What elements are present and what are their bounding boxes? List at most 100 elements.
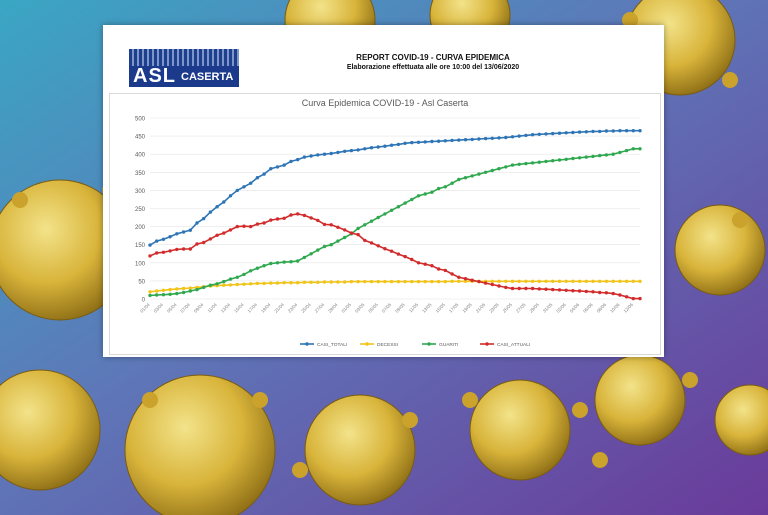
- data-point: [275, 281, 280, 285]
- data-point: [577, 156, 582, 160]
- data-point: [410, 197, 414, 202]
- data-point: [510, 135, 515, 139]
- data-point: [450, 272, 454, 276]
- data-point: [309, 154, 313, 158]
- data-point: [537, 279, 541, 283]
- y-axis: 0 50 100 150 200 250 300 350 400 450 500: [135, 117, 146, 304]
- report-subtitle: Elaborazione effettuata alle ore 10:00 d…: [346, 64, 520, 71]
- data-point: [403, 201, 407, 205]
- data-point: [611, 279, 615, 283]
- data-point: [544, 279, 548, 283]
- data-point: [483, 281, 488, 285]
- data-point: [188, 289, 192, 293]
- data-point: [396, 142, 401, 147]
- x-tick-label: 07/05: [381, 302, 393, 314]
- data-point: [228, 277, 233, 281]
- data-point: [242, 185, 246, 189]
- data-point: [457, 279, 461, 283]
- data-point: [524, 133, 528, 138]
- data-point: [383, 279, 387, 284]
- data-point: [483, 170, 488, 174]
- data-point: [316, 248, 320, 252]
- data-point: [275, 217, 280, 221]
- data-point: [302, 280, 307, 284]
- data-point: [228, 194, 233, 198]
- data-point: [235, 275, 239, 279]
- data-point: [289, 159, 293, 164]
- data-point: [215, 205, 219, 209]
- data-point: [181, 290, 186, 295]
- data-point: [450, 181, 454, 185]
- x-tick-label: 21/05: [475, 302, 487, 314]
- y-tick-label: 300: [135, 189, 146, 195]
- data-point: [322, 152, 327, 156]
- data-point: [343, 228, 347, 232]
- legend-item: DECESSI: [360, 342, 398, 348]
- data-point: [289, 260, 293, 264]
- data-point: [296, 157, 300, 162]
- legend-marker: [305, 342, 309, 346]
- x-tick-label: 03/05: [354, 302, 366, 314]
- x-tick-label: 25/04: [300, 302, 312, 314]
- data-point: [383, 247, 387, 251]
- data-point: [416, 261, 421, 265]
- data-point: [363, 238, 367, 243]
- data-point: [564, 157, 568, 161]
- data-point: [148, 243, 152, 247]
- data-point: [242, 272, 246, 277]
- data-point: [436, 139, 441, 143]
- x-tick-label: 15/04: [233, 302, 245, 314]
- legend-label: GUARITI: [439, 342, 458, 348]
- data-point: [389, 208, 394, 212]
- data-point: [410, 257, 414, 262]
- data-point: [604, 279, 609, 283]
- gridlines: [150, 117, 640, 300]
- data-point: [423, 140, 427, 144]
- data-point: [517, 162, 521, 166]
- data-point: [604, 129, 609, 133]
- data-point: [544, 287, 548, 291]
- x-tick-label: 13/05: [421, 302, 433, 314]
- data-point: [504, 135, 508, 140]
- data-point: [262, 264, 266, 268]
- data-point: [430, 139, 434, 144]
- data-point: [195, 287, 199, 292]
- data-point: [329, 243, 333, 247]
- x-tick-label: 03/04: [153, 302, 165, 314]
- x-tick-label: 02/06: [555, 302, 567, 314]
- data-point: [497, 136, 501, 140]
- data-point: [624, 295, 629, 299]
- series-line: [149, 147, 640, 297]
- data-point: [329, 223, 333, 227]
- y-tick-label: 0: [142, 298, 146, 304]
- legend-label: DECESSI: [377, 342, 398, 348]
- logo-city-text: CASERTA: [181, 71, 234, 83]
- data-point: [537, 160, 541, 164]
- x-tick-label: 09/05: [394, 302, 406, 314]
- y-tick-label: 200: [135, 225, 146, 231]
- data-point: [577, 130, 582, 134]
- data-point: [584, 279, 588, 283]
- data-point: [618, 129, 622, 133]
- data-point: [436, 267, 441, 271]
- data-point: [343, 149, 347, 153]
- data-point: [490, 282, 494, 287]
- series: [148, 129, 642, 301]
- x-tick-label: 05/05: [367, 302, 379, 314]
- data-point: [530, 161, 535, 165]
- data-point: [423, 279, 427, 284]
- data-point: [208, 237, 213, 241]
- data-point: [618, 293, 622, 297]
- data-point: [389, 143, 394, 147]
- data-point: [443, 279, 447, 284]
- data-point: [430, 264, 434, 268]
- data-point: [551, 279, 555, 283]
- data-point: [369, 241, 374, 245]
- legend-item: CASI_TOTALI: [300, 342, 347, 348]
- data-point: [181, 286, 186, 291]
- x-tick-label: 29/04: [327, 302, 339, 314]
- data-point: [598, 129, 602, 134]
- data-point: [584, 155, 588, 159]
- data-point: [202, 285, 206, 290]
- data-point: [175, 232, 179, 236]
